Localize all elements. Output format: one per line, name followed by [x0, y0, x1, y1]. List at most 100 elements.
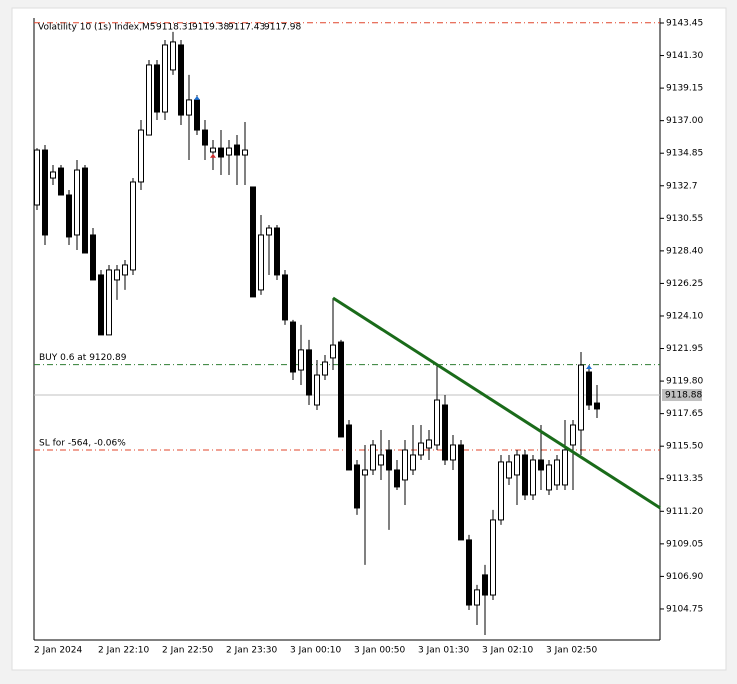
- y-tick-label: 9141.30: [666, 51, 703, 61]
- candle-body: [138, 129, 144, 183]
- y-tick-label: 9137.00: [666, 116, 703, 126]
- candle-body: [482, 574, 488, 596]
- candle-body: [354, 464, 360, 509]
- x-tick-label: 2 Jan 2024: [34, 646, 82, 656]
- candle-body: [498, 461, 504, 521]
- candle-body: [146, 64, 152, 136]
- candle-body: [114, 269, 120, 281]
- x-tick-label: 2 Jan 22:50: [162, 646, 214, 656]
- x-tick-label: 3 Jan 00:10: [290, 646, 342, 656]
- candle-body: [218, 147, 224, 158]
- trade-arrow: [210, 153, 216, 158]
- symbol: Volatility 10 (1s) Index,M5: [38, 23, 155, 33]
- y-tick-label: 9139.15: [666, 84, 703, 94]
- candle-body: [386, 449, 392, 471]
- y-tick-label: 9132.7: [666, 181, 698, 191]
- candle-body: [202, 129, 208, 146]
- candle-body: [42, 149, 48, 236]
- y-tick-label: 9106.90: [666, 572, 703, 582]
- candle-body: [562, 449, 568, 486]
- y-tick-label: 9104.75: [666, 604, 703, 614]
- candle-body: [106, 269, 112, 336]
- candle-body: [66, 194, 72, 238]
- candle-body: [170, 41, 176, 71]
- candle-body: [418, 442, 424, 456]
- price-line-label: SL for -564, -0.06%: [39, 438, 126, 448]
- candle-body: [226, 147, 232, 156]
- x-tick-label: 3 Jan 02:50: [546, 646, 598, 656]
- candle-body: [122, 264, 128, 276]
- candle-body: [282, 274, 288, 321]
- candle-body: [546, 464, 552, 491]
- candle-body: [322, 361, 328, 376]
- candle-body: [250, 186, 256, 298]
- candle-body: [402, 449, 408, 481]
- candle-body: [586, 371, 592, 406]
- x-tick-label: 3 Jan 00:50: [354, 646, 406, 656]
- candle-body: [210, 147, 216, 153]
- candle-body: [90, 234, 96, 281]
- candle-body: [394, 469, 400, 488]
- candle-body: [530, 459, 536, 496]
- x-tick-label: 2 Jan 22:10: [98, 646, 150, 656]
- trendline: [332, 296, 662, 510]
- y-tick-label: 9143.45: [666, 18, 703, 28]
- candle-body: [98, 274, 104, 336]
- candle-body: [378, 454, 384, 466]
- candle-body: [274, 227, 280, 276]
- y-tick-label: 9119.80: [666, 377, 703, 387]
- candle-body: [466, 539, 472, 606]
- x-tick-label: 3 Jan 01:30: [418, 646, 470, 656]
- candle-body: [450, 444, 456, 461]
- candle-body: [234, 144, 240, 156]
- y-tick-label: 9126.25: [666, 279, 703, 289]
- candle-body: [82, 167, 88, 254]
- candle-body: [130, 181, 136, 271]
- candle-body: [410, 454, 416, 471]
- y-tick-label: 9111.20: [666, 507, 703, 517]
- candle-body: [346, 424, 352, 471]
- candle-body: [594, 402, 600, 410]
- candle-body: [50, 171, 56, 179]
- candle-body: [258, 234, 264, 291]
- candle-body: [522, 454, 528, 496]
- y-tick-label: 9121.95: [666, 344, 703, 354]
- candle-body: [74, 169, 80, 236]
- candle-body: [306, 349, 312, 396]
- candle-body: [434, 399, 440, 446]
- candle-body: [290, 321, 296, 373]
- ohlc-close: 9117.98: [264, 23, 301, 33]
- candle-body: [458, 444, 464, 541]
- candle-body: [330, 344, 336, 359]
- candle-body: [442, 404, 448, 461]
- candle-body: [426, 439, 432, 449]
- candle-body: [162, 44, 168, 113]
- bid-box: [662, 389, 702, 402]
- candle-body: [554, 459, 560, 486]
- candle-body: [154, 64, 160, 113]
- candle-body: [514, 454, 520, 476]
- candle-body: [538, 459, 544, 471]
- candle-body: [570, 424, 576, 446]
- y-tick-label: 9134.85: [666, 149, 703, 159]
- y-tick-label: 9128.40: [666, 246, 703, 256]
- candle-body: [58, 167, 64, 196]
- ohlc-open: 9118.31: [156, 23, 193, 33]
- candle-body: [338, 341, 344, 438]
- candle-body: [474, 589, 480, 606]
- y-tick-label: 9124.10: [666, 311, 703, 321]
- candle-body: [362, 469, 368, 476]
- y-tick-label: 9109.05: [666, 539, 703, 549]
- candle-body: [490, 519, 496, 596]
- price-line-label: BUY 0.6 at 9120.89: [39, 353, 127, 363]
- y-tick-label: 9113.35: [666, 474, 703, 484]
- trade-arrow: [586, 364, 592, 369]
- header: Volatility 10 (1s) Index,M5 9118.31 9119…: [38, 23, 301, 33]
- plot-area: [34, 18, 660, 640]
- candle-body: [370, 444, 376, 471]
- ohlc-high: 9119.38: [192, 23, 229, 33]
- candle-body: [298, 349, 304, 371]
- candle-body: [266, 227, 272, 236]
- y-tick-label: 9130.55: [666, 214, 703, 224]
